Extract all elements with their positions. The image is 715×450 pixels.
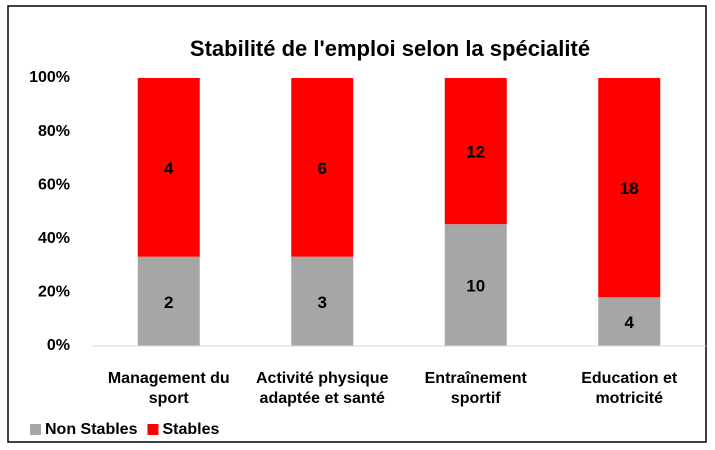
chart-title: Stabilité de l'emploi selon la spécialit… xyxy=(190,36,590,61)
bar-segment xyxy=(137,78,200,257)
y-tick-label: 80% xyxy=(38,123,70,140)
data-label: 4 xyxy=(164,159,174,178)
legend-label: Stables xyxy=(162,421,219,438)
x-tick-label: Entraînement sportif xyxy=(425,370,528,407)
legend-swatch xyxy=(30,424,41,435)
bar-segment xyxy=(291,256,354,346)
y-tick-label: 20% xyxy=(38,284,70,301)
bar-segment xyxy=(598,78,661,298)
bar-segment xyxy=(137,256,200,346)
data-label: 10 xyxy=(466,277,485,296)
data-label: 6 xyxy=(318,159,327,178)
data-label: 4 xyxy=(625,313,635,332)
legend-swatch xyxy=(147,424,159,435)
bar-segment xyxy=(291,78,354,257)
y-tick-label: 40% xyxy=(38,230,70,247)
data-label: 18 xyxy=(620,179,639,198)
bar-segment xyxy=(598,297,661,346)
data-label: 2 xyxy=(164,293,173,312)
y-tick-label: 60% xyxy=(38,176,70,193)
chart-frame xyxy=(7,5,707,443)
y-tick-label: 100% xyxy=(29,69,70,86)
x-tick-label: Management du sport xyxy=(108,370,230,407)
y-tick-label: 0% xyxy=(47,337,70,354)
data-label: 3 xyxy=(318,293,327,312)
bar-segment xyxy=(444,78,507,225)
data-label: 12 xyxy=(466,143,485,162)
x-tick-label: Education et motricité xyxy=(581,370,678,407)
bar-segment xyxy=(444,224,507,346)
x-tick-label: Activité physique adaptée et santé xyxy=(256,370,389,407)
legend-label: Non Stables xyxy=(45,421,138,438)
